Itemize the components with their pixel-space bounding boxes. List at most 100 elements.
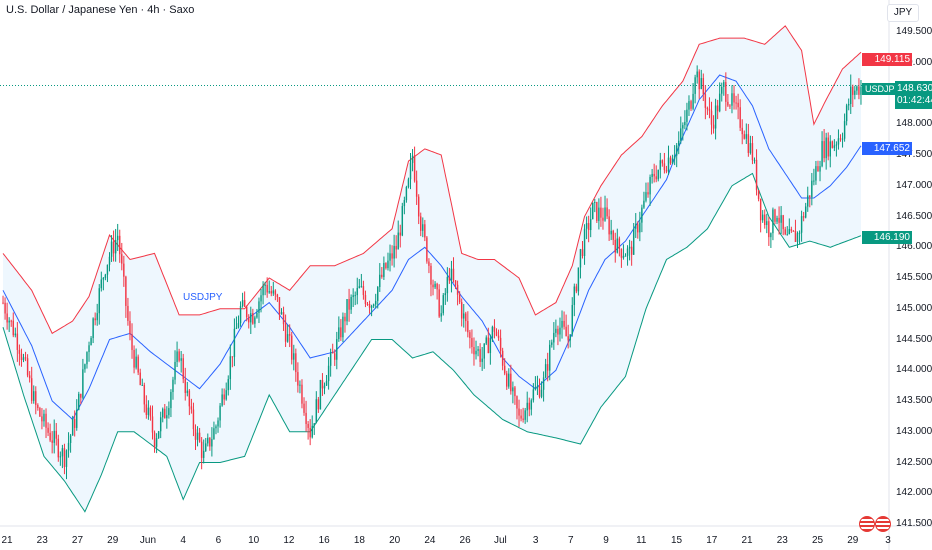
price-tick-label: 149.000	[896, 56, 932, 68]
candle	[235, 327, 238, 329]
currency-button[interactable]: JPY	[887, 4, 919, 22]
candle	[661, 160, 664, 164]
price-tick-label: 144.500	[896, 333, 932, 345]
candle	[831, 141, 834, 148]
candle	[604, 207, 606, 221]
chart-title: U.S. Dollar / Japanese Yen · 4h · Saxo	[6, 4, 195, 16]
candle	[342, 316, 344, 338]
candle	[41, 416, 43, 422]
candle	[104, 274, 107, 278]
candle	[573, 286, 576, 305]
candle	[616, 238, 619, 253]
time-tick-label: 9	[603, 535, 609, 546]
candle	[63, 448, 66, 467]
candle	[446, 276, 449, 294]
candle	[301, 384, 303, 404]
candle	[655, 176, 657, 180]
time-tick-label: 26	[459, 535, 471, 546]
candle	[495, 331, 498, 336]
candle	[313, 423, 315, 426]
time-tick-label: 7	[568, 535, 574, 546]
candle	[686, 109, 688, 122]
candle	[360, 286, 363, 288]
candle	[585, 223, 588, 229]
candle	[207, 437, 209, 444]
candle	[559, 327, 561, 335]
candle	[239, 305, 242, 324]
candle	[426, 237, 428, 262]
candle	[370, 306, 373, 308]
candle	[219, 405, 221, 421]
candle	[837, 138, 840, 145]
candle	[67, 442, 70, 451]
candle	[643, 200, 645, 208]
candle	[712, 124, 715, 129]
candle	[55, 430, 57, 439]
price-tick-label: 141.500	[896, 518, 932, 529]
candle	[708, 109, 711, 111]
candle	[493, 326, 496, 332]
candle	[804, 206, 807, 218]
candle	[714, 105, 717, 129]
candle	[45, 413, 47, 428]
candle	[51, 440, 53, 443]
candle	[624, 255, 627, 257]
candle	[544, 364, 547, 378]
candle	[581, 249, 584, 256]
candle	[532, 389, 535, 401]
candle	[417, 196, 420, 217]
candle	[786, 234, 788, 236]
candle	[458, 294, 461, 303]
candle	[96, 313, 98, 321]
candle	[399, 232, 401, 236]
candle	[389, 253, 391, 261]
candle	[188, 390, 191, 407]
candle	[847, 104, 850, 106]
candle	[651, 173, 653, 177]
candle	[485, 337, 487, 344]
candle	[260, 295, 262, 302]
candle	[248, 317, 250, 323]
candle	[92, 318, 94, 339]
candle	[678, 140, 680, 146]
candle	[614, 239, 616, 253]
candle	[739, 107, 741, 128]
candle	[606, 207, 608, 217]
candle	[463, 313, 465, 319]
candle	[798, 232, 801, 234]
candle	[413, 155, 416, 181]
candle	[481, 358, 483, 362]
candle	[266, 284, 268, 293]
candle	[196, 432, 199, 440]
candle	[809, 195, 811, 198]
candle	[460, 302, 463, 319]
candle	[10, 320, 12, 322]
candle	[291, 335, 293, 360]
candle	[57, 438, 60, 458]
us-flag-icon[interactable]	[859, 516, 875, 532]
candle	[598, 207, 600, 221]
time-tick-label: Jul	[493, 535, 507, 546]
us-flag-icon[interactable]	[875, 516, 891, 532]
candle	[78, 393, 80, 410]
candle	[237, 323, 240, 328]
candle	[731, 93, 733, 106]
candle	[792, 230, 795, 232]
bar-countdown: 01:42:44	[897, 95, 932, 106]
candle	[270, 291, 272, 294]
candle	[757, 190, 760, 199]
candle	[743, 134, 745, 139]
candle	[69, 435, 72, 443]
price-tick-label: 146.000	[896, 241, 932, 253]
candle	[106, 264, 109, 275]
time-tick-label: 3	[885, 535, 891, 546]
candle	[768, 221, 770, 238]
candle	[692, 93, 694, 109]
time-tick-label: 10	[248, 535, 260, 546]
time-tick-label: 4	[180, 535, 186, 546]
events-markers[interactable]	[857, 516, 891, 532]
candle	[682, 125, 684, 129]
candle	[409, 162, 412, 180]
candle	[518, 408, 520, 416]
